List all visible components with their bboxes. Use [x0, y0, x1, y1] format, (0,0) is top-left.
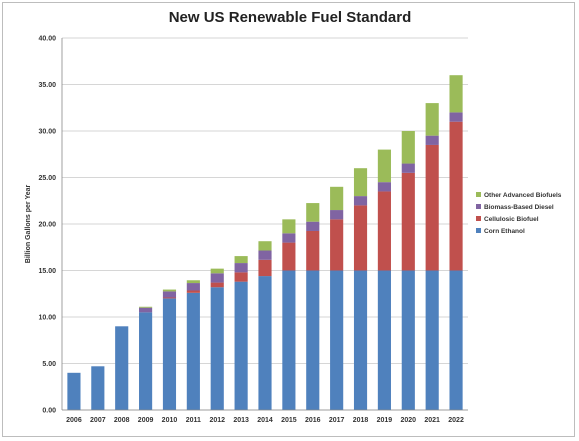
bar-segment-cellulosic-biofuel-2019 [377, 191, 391, 271]
bar-segment-biomass-based-diesel-2011 [186, 283, 200, 291]
bar-segment-other-advanced-biofuels-2020 [401, 131, 415, 164]
x-tick-label: 2009 [138, 417, 154, 424]
bar-segment-corn-ethanol-2016 [306, 270, 320, 410]
bar-segment-corn-ethanol-2010 [162, 298, 177, 410]
x-tick-label: 2022 [448, 417, 464, 424]
x-tick-label: 2007 [90, 417, 106, 424]
bar-segment-cellulosic-biofuel-2012 [210, 282, 224, 288]
bar-segment-biomass-based-diesel-2022 [449, 112, 463, 122]
bar-segment-corn-ethanol-2012 [210, 287, 224, 410]
bar-segment-corn-ethanol-2009 [139, 312, 153, 410]
bar-segment-cellulosic-biofuel-2018 [353, 205, 368, 271]
x-tick-label: 2021 [424, 417, 440, 424]
y-axis-label: Billion Gallons per Year [25, 184, 32, 263]
bar-segment-biomass-based-diesel-2009 [139, 307, 153, 313]
bar-segment-corn-ethanol-2017 [330, 270, 344, 410]
chart-title: New US Renewable Fuel Standard [169, 9, 412, 26]
legend-swatch [476, 216, 481, 221]
legend-swatch [476, 204, 481, 209]
bar-segment-cellulosic-biofuel-2014 [258, 259, 272, 277]
bar-segment-corn-ethanol-2019 [377, 270, 391, 410]
x-tick-label: 2010 [162, 417, 178, 424]
bar-segment-other-advanced-biofuels-2011 [186, 280, 200, 284]
bar-segment-corn-ethanol-2006 [67, 372, 81, 410]
x-tick-label: 2008 [114, 417, 130, 424]
x-tick-label: 2006 [66, 417, 82, 424]
y-tick-label: 5.00 [42, 361, 56, 368]
bar-segment-biomass-based-diesel-2018 [353, 196, 368, 206]
bar-segment-cellulosic-biofuel-2021 [425, 144, 439, 271]
bar-segment-corn-ethanol-2018 [353, 270, 368, 410]
bar-segment-corn-ethanol-2008 [115, 326, 129, 410]
bar-segment-biomass-based-diesel-2015 [282, 233, 296, 243]
bar-segment-other-advanced-biofuels-2015 [282, 219, 296, 234]
bar-segment-other-advanced-biofuels-2022 [449, 75, 463, 113]
y-tick-label: 40.00 [38, 36, 56, 43]
bar-segment-corn-ethanol-2021 [425, 270, 439, 410]
bar-segment-biomass-based-diesel-2019 [377, 182, 391, 192]
y-tick-label: 30.00 [38, 129, 56, 136]
bar-segment-corn-ethanol-2013 [234, 281, 248, 410]
bar-segment-biomass-based-diesel-2020 [401, 163, 415, 173]
y-tick-label: 0.00 [42, 408, 56, 415]
legend-label: Cellulosic Biofuel [484, 216, 539, 223]
bar-segment-corn-ethanol-2020 [401, 270, 415, 410]
x-tick-label: 2013 [233, 417, 249, 424]
y-tick-label: 20.00 [38, 222, 56, 229]
bar-segment-corn-ethanol-2014 [258, 276, 272, 410]
x-tick-label: 2018 [353, 417, 369, 424]
bar-segment-other-advanced-biofuels-2018 [353, 168, 368, 197]
legend: Other Advanced Biofuels Biomass-Based Die… [476, 192, 562, 235]
legend-swatch [476, 228, 481, 233]
bar-segment-corn-ethanol-2015 [282, 270, 296, 410]
x-tick-label: 2012 [209, 417, 225, 424]
bar-segment-biomass-based-diesel-2012 [210, 273, 224, 283]
x-tick-label: 2020 [401, 417, 417, 424]
bars [67, 75, 463, 410]
bar-segment-cellulosic-biofuel-2011 [186, 290, 200, 293]
x-tick-label: 2015 [281, 417, 297, 424]
x-tick-label: 2011 [186, 417, 201, 424]
bar-segment-corn-ethanol-2022 [449, 270, 463, 410]
bar-segment-corn-ethanol-2007 [91, 366, 105, 410]
bar-segment-other-advanced-biofuels-2017 [330, 186, 344, 211]
x-tick-label: 2014 [257, 417, 273, 424]
x-tick-label: 2019 [377, 417, 393, 424]
bar-segment-other-advanced-biofuels-2016 [306, 203, 320, 222]
x-tick-label: 2016 [305, 417, 321, 424]
bar-segment-cellulosic-biofuel-2017 [330, 219, 344, 271]
bar-segment-other-advanced-biofuels-2019 [377, 149, 391, 183]
bar-segment-biomass-based-diesel-2016 [306, 221, 320, 231]
bar-segment-biomass-based-diesel-2013 [234, 263, 248, 273]
bar-segment-corn-ethanol-2011 [186, 292, 200, 410]
bar-segment-cellulosic-biofuel-2016 [306, 230, 320, 271]
bar-segment-biomass-based-diesel-2014 [258, 250, 272, 260]
y-tick-label: 35.00 [38, 82, 56, 89]
bar-segment-other-advanced-biofuels-2012 [210, 268, 224, 274]
bar-segment-other-advanced-biofuels-2010 [162, 289, 177, 292]
legend-label: Corn Ethanol [484, 228, 525, 235]
legend-label: Biomass-Based Diesel [484, 204, 554, 211]
legend-swatch [476, 192, 481, 197]
y-tick-label: 25.00 [38, 175, 56, 182]
axes: 0.00 5.00 10.00 15.00 20.00 25.00 30.00 35.00 40… [38, 36, 468, 424]
bar-segment-cellulosic-biofuel-2010 [162, 297, 177, 299]
y-tick-label: 15.00 [38, 268, 56, 275]
bar-segment-other-advanced-biofuels-2014 [258, 241, 272, 251]
legend-label: Other Advanced Biofuels [484, 192, 562, 199]
bar-segment-other-advanced-biofuels-2021 [425, 103, 439, 136]
bar-segment-other-advanced-biofuels-2009 [139, 306, 153, 308]
bar-segment-cellulosic-biofuel-2013 [234, 272, 248, 282]
bar-segment-cellulosic-biofuel-2020 [401, 172, 415, 271]
bar-segment-cellulosic-biofuel-2015 [282, 242, 296, 271]
bar-segment-other-advanced-biofuels-2013 [234, 256, 248, 264]
bar-segment-biomass-based-diesel-2010 [162, 291, 177, 298]
bar-segment-biomass-based-diesel-2017 [330, 210, 344, 220]
bar-segment-cellulosic-biofuel-2022 [449, 121, 463, 271]
bar-segment-biomass-based-diesel-2021 [425, 135, 439, 145]
x-tick-label: 2017 [329, 417, 345, 424]
y-tick-label: 10.00 [38, 315, 56, 322]
